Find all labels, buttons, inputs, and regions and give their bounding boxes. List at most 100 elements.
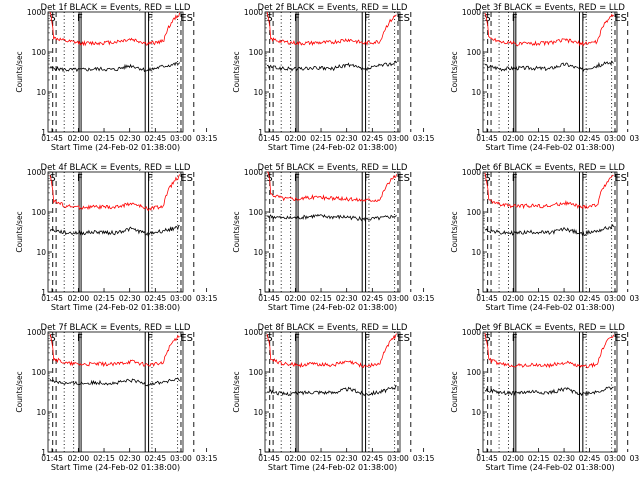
lld-series-line — [266, 333, 397, 369]
x-tick-label: 01:45 — [476, 454, 498, 463]
detector-panel: Det 7f BLACK = Events, RED = LLD 1 10 100 10… — [15, 323, 218, 472]
segment-marker: S — [49, 173, 55, 184]
segment-marker: ES — [180, 333, 193, 344]
y-tick-label: 1 — [476, 288, 481, 297]
x-tick-label: 02:30 — [336, 134, 358, 143]
plot-frame — [482, 331, 618, 453]
y-tick-label: 1000 — [244, 168, 263, 177]
y-axis-label: Counts/sec — [232, 211, 241, 252]
x-tick-label: 02:30 — [553, 294, 575, 303]
y-tick-label: 10 — [36, 408, 46, 417]
y-tick-label: 10 — [253, 248, 263, 257]
x-tick-label: 02:00 — [68, 134, 90, 143]
x-tick-label: 02:15 — [93, 294, 115, 303]
y-tick-label: 1000 — [27, 168, 46, 177]
y-axis-label: Counts/sec — [15, 211, 24, 252]
x-tick-label: 03:15 — [196, 294, 218, 303]
panel-title: Det 4f BLACK = Events, RED = LLD — [41, 163, 191, 173]
x-axis-label: Start Time (24-Feb-02 01:38:00) — [268, 463, 397, 472]
segment-marker: F — [294, 13, 300, 24]
y-tick-label: 1 — [258, 448, 263, 457]
segment-marker: S — [266, 333, 272, 344]
plot-frame — [264, 331, 401, 453]
x-tick-label: 02:00 — [68, 294, 90, 303]
y-tick-label: 100 — [249, 368, 264, 377]
segment-marker: ES — [180, 173, 193, 184]
y-tick-label: 100 — [249, 208, 264, 217]
segment-marker: F — [364, 173, 370, 184]
x-tick-label: 02:30 — [119, 454, 141, 463]
detector-panel: Det 1f BLACK = Events, RED = LLD 1 10 100 10… — [15, 3, 218, 152]
x-tick-label: 02:15 — [310, 454, 332, 463]
x-tick-label: 02:00 — [502, 294, 524, 303]
plot-frame — [264, 11, 401, 133]
x-tick-label: 02:30 — [336, 454, 358, 463]
x-tick-label: 03:15 — [413, 134, 435, 143]
segment-marker: F — [581, 13, 587, 24]
x-tick-label: 03:15 — [196, 454, 218, 463]
lld-series-line — [484, 172, 614, 210]
segment-marker: ES — [614, 333, 627, 344]
segment-marker: ES — [180, 13, 193, 24]
segment-marker: F — [581, 173, 587, 184]
x-axis-label: Start Time (24-Feb-02 01:38:00) — [268, 143, 397, 152]
segment-marker: F — [147, 13, 153, 24]
y-tick-label: 10 — [253, 88, 263, 97]
y-axis-label: Counts/sec — [232, 51, 241, 92]
x-tick-label: 02:30 — [119, 294, 141, 303]
y-tick-label: 10 — [471, 408, 481, 417]
segment-marker: F — [147, 173, 153, 184]
segment-marker: F — [512, 13, 518, 24]
x-tick-label: 03:00 — [604, 294, 626, 303]
x-axis-label: Start Time (24-Feb-02 01:38:00) — [51, 143, 180, 152]
segment-marker: F — [364, 333, 370, 344]
detector-panel: Det 6f BLACK = Events, RED = LLD 1 10 100 10… — [450, 163, 640, 312]
x-tick-label: 02:15 — [93, 454, 115, 463]
lld-series-line — [266, 171, 397, 203]
y-tick-label: 100 — [32, 208, 47, 217]
segment-marker: S — [484, 173, 490, 184]
plot-frame — [47, 171, 184, 293]
y-tick-label: 1000 — [462, 168, 481, 177]
x-tick-label: 02:00 — [285, 134, 307, 143]
lld-series-line — [49, 11, 180, 47]
detector-panel: Det 5f BLACK = Events, RED = LLD 1 10 100 10… — [232, 163, 435, 312]
x-axis-label: Start Time (24-Feb-02 01:38:00) — [51, 303, 180, 312]
x-tick-label: 02:15 — [528, 134, 550, 143]
x-axis-label: Start Time (24-Feb-02 01:38:00) — [485, 463, 614, 472]
events-series-line — [266, 213, 397, 222]
x-tick-label: 02:15 — [93, 134, 115, 143]
x-axis-label: Start Time (24-Feb-02 01:38:00) — [268, 303, 397, 312]
lld-series-line — [484, 13, 614, 47]
x-tick-label: 02:00 — [285, 454, 307, 463]
x-tick-label: 03:00 — [170, 134, 192, 143]
events-series-line — [484, 223, 614, 237]
panel-title: Det 6f BLACK = Events, RED = LLD — [475, 163, 625, 173]
y-tick-label: 100 — [249, 48, 264, 57]
events-series-line — [266, 384, 397, 397]
events-series-line — [49, 62, 180, 73]
segment-marker: ES — [397, 333, 410, 344]
x-axis-label: Start Time (24-Feb-02 01:38:00) — [485, 143, 614, 152]
x-tick-label: 01:45 — [258, 294, 280, 303]
events-series-line — [266, 60, 397, 72]
y-axis-label: Counts/sec — [232, 371, 241, 412]
x-tick-label: 03:00 — [604, 134, 626, 143]
x-tick-label: 02:15 — [310, 294, 332, 303]
x-tick-label: 01:45 — [258, 134, 280, 143]
events-series-line — [484, 60, 614, 73]
x-tick-label: 02:15 — [310, 134, 332, 143]
x-tick-label: 01:45 — [41, 294, 63, 303]
segment-marker: F — [512, 333, 518, 344]
y-tick-label: 1000 — [244, 328, 263, 337]
x-tick-label: 03:15 — [413, 454, 435, 463]
x-tick-label: 02:00 — [285, 294, 307, 303]
y-tick-label: 1 — [476, 128, 481, 137]
y-tick-label: 1000 — [27, 8, 46, 17]
y-axis-label: Counts/sec — [450, 51, 459, 92]
segment-marker: F — [147, 333, 153, 344]
plot-frame — [482, 171, 618, 293]
x-tick-label: 01:45 — [41, 454, 63, 463]
plot-frame — [47, 11, 184, 133]
lld-series-line — [49, 174, 180, 212]
